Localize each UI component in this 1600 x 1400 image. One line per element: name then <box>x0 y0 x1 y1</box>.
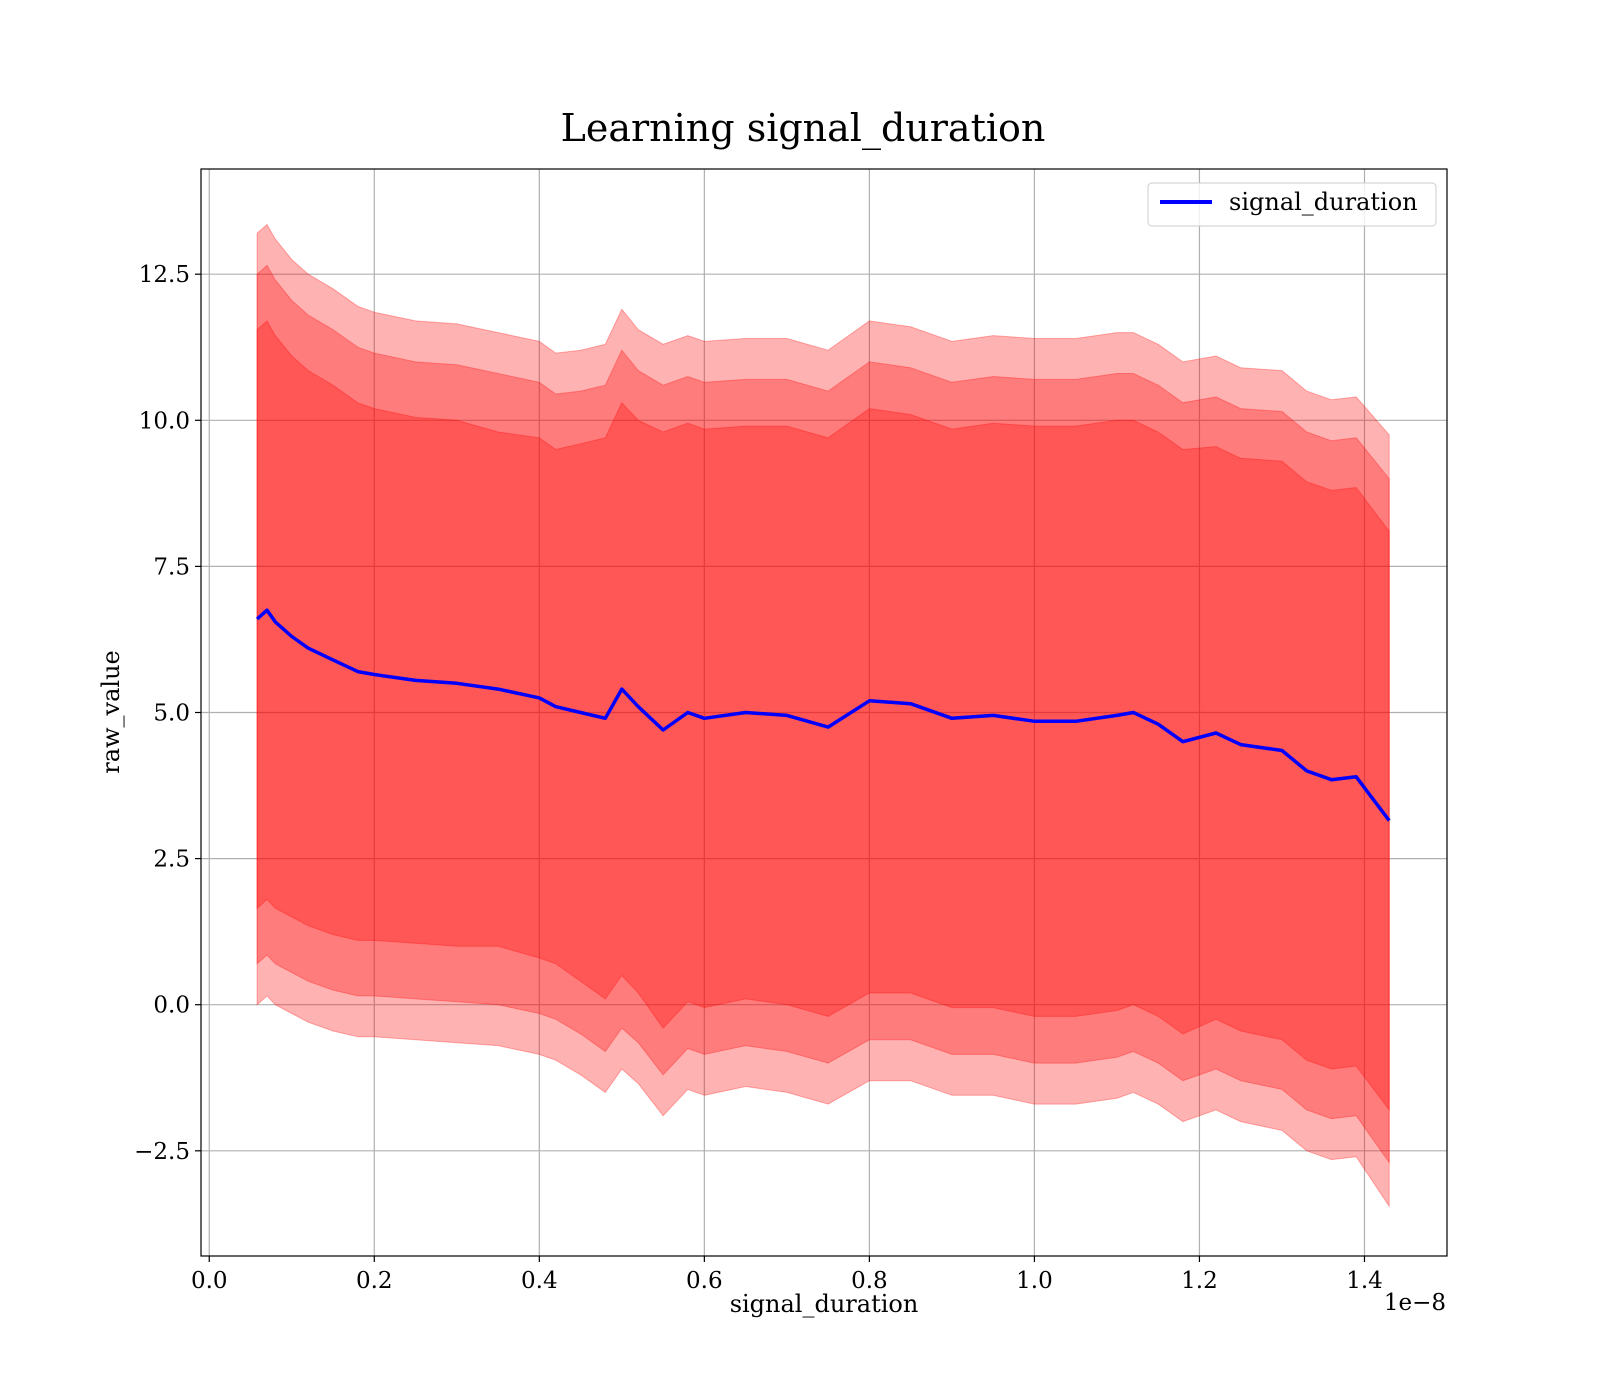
x-tick-label: 1.2 <box>1181 1268 1218 1294</box>
y-tick-label: 10.0 <box>139 408 190 434</box>
x-tick-label: 0.0 <box>191 1268 228 1294</box>
y-tick-label: 5.0 <box>153 701 190 727</box>
x-tick-label: 0.6 <box>686 1268 723 1294</box>
grid-lines <box>201 169 1447 1256</box>
std-band-1 <box>256 320 1390 1112</box>
legend-box <box>1147 182 1437 227</box>
std-band-2 <box>256 264 1390 1165</box>
x-tick-label: 0.2 <box>356 1268 393 1294</box>
legend: signal_duration <box>1147 182 1437 227</box>
x-axis-ticks: 0.0 0.2 0.4 0.6 0.8 1.0 1.2 1.4 <box>191 1256 1383 1294</box>
y-tick-label: 12.5 <box>139 262 190 288</box>
legend-label: signal_duration <box>1229 188 1418 216</box>
x-tick-label: 1.4 <box>1346 1268 1383 1294</box>
y-axis-ticks: −2.5 0.0 2.5 5.0 7.5 10.0 12.5 <box>134 262 201 1165</box>
chart-title: Learning signal_duration <box>561 106 1046 151</box>
series-line-signal-duration <box>255 608 1391 822</box>
y-tick-label: 7.5 <box>153 554 190 580</box>
std-band-3 <box>256 223 1390 1208</box>
std-bands <box>256 223 1390 1208</box>
x-tick-label: 0.8 <box>851 1268 888 1294</box>
y-axis-label: raw_value <box>97 650 125 774</box>
x-tick-label: 1.0 <box>1016 1268 1053 1294</box>
y-tick-label: 2.5 <box>153 847 190 873</box>
x-axis-label: signal_duration <box>730 1290 919 1318</box>
y-tick-label: 0.0 <box>153 993 190 1019</box>
x-tick-label: 0.4 <box>521 1268 558 1294</box>
series-line-layer <box>255 608 1391 822</box>
y-tick-label: −2.5 <box>134 1139 190 1165</box>
x-offset-label: 1e−8 <box>1384 1290 1446 1316</box>
